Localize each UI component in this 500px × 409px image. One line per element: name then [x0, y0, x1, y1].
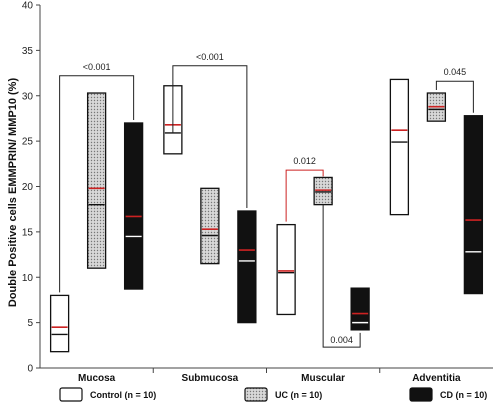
- legend-swatch: [59, 387, 83, 402]
- box-cd: [237, 210, 257, 324]
- plot-area: [49, 78, 484, 353]
- p-value-label: <0.001: [83, 62, 111, 72]
- y-tick-label: 5: [27, 318, 33, 329]
- box-control: [49, 294, 70, 353]
- legend-swatch: [409, 387, 433, 402]
- y-axis: 0 5 10 15 20 25 30 35 40 Double Positive cells EM…: [7, 1, 41, 375]
- x-axis: Mucosa Submucosa Muscular Adventitia: [40, 367, 493, 384]
- p-value-label: 0.004: [330, 335, 353, 345]
- y-tick-label: 10: [22, 273, 34, 284]
- legend-label: UC (n = 10): [275, 390, 322, 400]
- legend-label: CD (n = 10): [440, 390, 487, 400]
- x-category-label: Mucosa: [78, 373, 116, 384]
- box-cd: [123, 122, 144, 290]
- box-control: [389, 78, 410, 216]
- x-category-label: Submucosa: [182, 373, 239, 384]
- y-tick-label: 25: [22, 137, 34, 148]
- y-tick-label: 0: [27, 364, 33, 375]
- box-cd: [463, 115, 484, 295]
- p-value-label: 0.045: [444, 67, 467, 77]
- significance-bracket: [285, 169, 324, 222]
- box-uc: [86, 92, 107, 269]
- y-tick-label: 35: [22, 46, 34, 57]
- legend-swatch: [244, 387, 268, 402]
- y-tick-label: 30: [22, 91, 34, 102]
- y-axis-label: Double Positive cells EMMPRIN/ MMP10 (%): [7, 78, 19, 308]
- box-uc: [200, 187, 220, 265]
- significance-bracket: [435, 80, 474, 113]
- box-cd: [350, 287, 370, 331]
- significance-bracket: [322, 204, 361, 348]
- p-value-label: <0.001: [196, 52, 224, 62]
- significance-bracket: [59, 75, 135, 293]
- p-value-label: 0.012: [293, 156, 316, 166]
- legend-label: Control (n = 10): [90, 390, 156, 400]
- annotations: <0.001 <0.001 0.012 0.004 0.045: [59, 52, 474, 348]
- y-tick-label: 20: [22, 182, 34, 193]
- box-control: [276, 223, 296, 316]
- legend: Control (n = 10) UC (n = 10) CD (n = 10): [59, 387, 487, 402]
- x-category-label: Adventitia: [412, 373, 461, 384]
- box-uc: [313, 176, 333, 206]
- significance-bracket: [172, 65, 248, 209]
- y-tick-label: 40: [22, 1, 34, 12]
- x-category-label: Muscular: [301, 373, 345, 384]
- y-tick-label: 15: [22, 227, 34, 238]
